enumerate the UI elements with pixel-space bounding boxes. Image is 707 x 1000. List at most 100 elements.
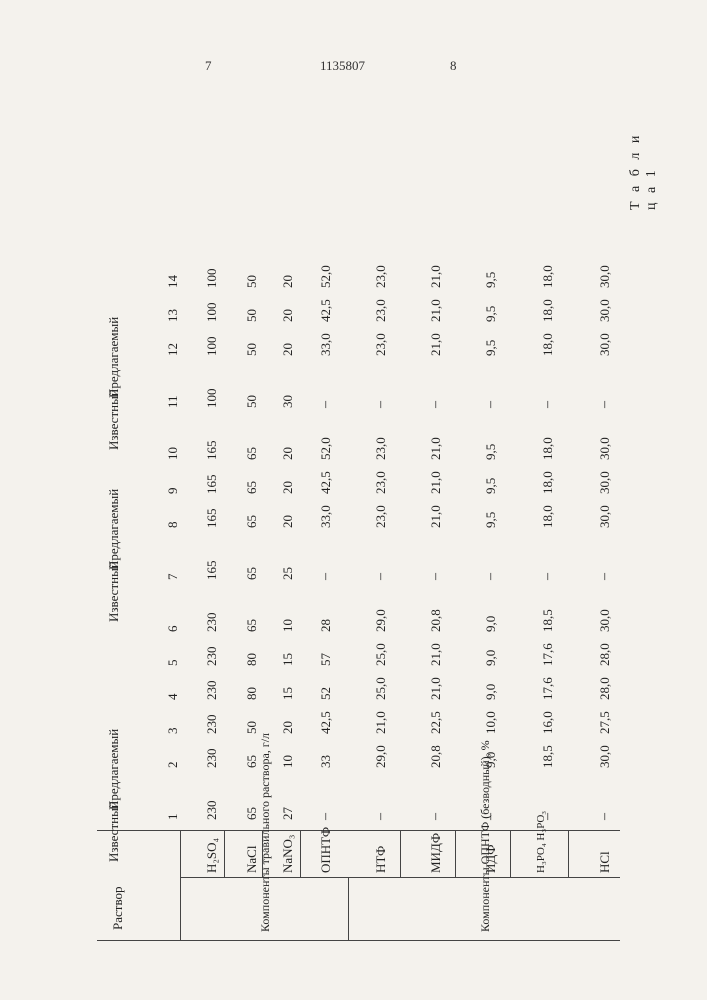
row-9-nano3: 20: [280, 481, 296, 494]
row-8-nano3: 20: [280, 515, 296, 528]
row-7-idf: –: [483, 573, 499, 580]
section-11: Предлагаемый: [106, 317, 122, 398]
row-12-n: 12: [165, 343, 181, 356]
row-8-ntf: 23,0: [373, 505, 389, 528]
row-6-n: 6: [165, 626, 181, 633]
row-7-nacl: 65: [244, 567, 260, 580]
rule-sub-g1-2: [300, 830, 301, 877]
row-2-nano3: 10: [280, 755, 296, 768]
row-13-h2so4: 100: [204, 303, 220, 323]
row-9-nacl: 65: [244, 481, 260, 494]
row-1-hcl: –: [597, 813, 613, 820]
row-5-h3po4: 17,6: [540, 643, 556, 666]
row-6-nacl: 65: [244, 619, 260, 632]
row-12-midf: 21,0: [428, 333, 444, 356]
row-13-ntf: 23,0: [373, 299, 389, 322]
row-7-midf: –: [428, 573, 444, 580]
page-number-right: 8: [450, 58, 457, 74]
document-number: 1135807: [320, 58, 365, 74]
row-11-midf: –: [428, 401, 444, 408]
hdr-h2so4: H₂SO₄: [204, 838, 220, 873]
row-11-ntf: –: [373, 401, 389, 408]
row-1-idf: –: [483, 813, 499, 820]
row-1-midf: –: [428, 813, 444, 820]
row-3-n: 3: [165, 728, 181, 735]
row-9-n: 9: [165, 488, 181, 495]
hdr-group1: Компоненты травильного раствора, г/л: [258, 733, 273, 932]
row-1-ntf: –: [373, 813, 389, 820]
row-14-nano3: 20: [280, 275, 296, 288]
rule-col-midsplit: [348, 877, 349, 940]
row-14-hcl: 30,0: [597, 265, 613, 288]
section-6: Известный: [106, 561, 122, 622]
row-4-nacl: 80: [244, 687, 260, 700]
row-9-h2so4: 165: [204, 475, 220, 495]
row-2-h3po4: 18,5: [540, 745, 556, 768]
row-11-h2so4: 100: [204, 389, 220, 409]
row-2-n: 2: [165, 762, 181, 769]
row-8-n: 8: [165, 522, 181, 529]
row-5-midf: 21,0: [428, 643, 444, 666]
row-13-opntf: 42,5: [318, 299, 334, 322]
row-12-nano3: 20: [280, 343, 296, 356]
row-10-h3po4: 18,0: [540, 437, 556, 460]
page-number-left: 7: [205, 58, 212, 74]
row-3-idf: 10,0: [483, 711, 499, 734]
table-title: Т а б л и ц а 1: [628, 131, 660, 210]
row-1-h2so4: 230: [204, 801, 220, 821]
row-9-h3po4: 18,0: [540, 471, 556, 494]
rule-sub-g2-2: [510, 830, 511, 877]
row-6-midf: 20,8: [428, 609, 444, 632]
rule-sub-g2-0: [400, 830, 401, 877]
row-14-nacl: 50: [244, 275, 260, 288]
row-5-hcl: 28,0: [597, 643, 613, 666]
section-0: Известный: [106, 801, 122, 862]
row-5-opntf: 57: [318, 653, 334, 666]
row-13-nano3: 20: [280, 309, 296, 322]
row-10-idf: 9,5: [483, 444, 499, 460]
row-13-idf: 9,5: [483, 306, 499, 322]
row-7-nano3: 25: [280, 567, 296, 580]
row-2-midf: 20,8: [428, 745, 444, 768]
row-10-nacl: 65: [244, 447, 260, 460]
row-9-hcl: 30,0: [597, 471, 613, 494]
row-4-n: 4: [165, 694, 181, 701]
row-6-h2so4: 230: [204, 613, 220, 633]
row-8-hcl: 30,0: [597, 505, 613, 528]
rule-col-rastvor: [180, 830, 181, 940]
row-4-ntf: 25,0: [373, 677, 389, 700]
section-7: Предлагаемый: [106, 489, 122, 570]
row-13-h3po4: 18,0: [540, 299, 556, 322]
section-1: Предлагаемый: [106, 729, 122, 810]
row-5-nano3: 15: [280, 653, 296, 666]
row-8-h2so4: 165: [204, 509, 220, 529]
row-3-midf: 22,5: [428, 711, 444, 734]
row-11-n: 11: [165, 395, 181, 408]
row-2-hcl: 30,0: [597, 745, 613, 768]
rule-top: [97, 940, 620, 941]
row-4-hcl: 28,0: [597, 677, 613, 700]
row-7-h3po4: –: [540, 573, 556, 580]
hdr-group2: Компоненты ОПНТФ (безводный), %: [478, 740, 493, 932]
hdr-h3po4: H₃PO₄ H₃PO₃: [536, 811, 547, 873]
row-14-idf: 9,5: [483, 272, 499, 288]
row-9-midf: 21,0: [428, 471, 444, 494]
row-14-ntf: 23,0: [373, 265, 389, 288]
row-10-hcl: 30,0: [597, 437, 613, 460]
hdr-nacl: NaCl: [244, 846, 260, 873]
row-3-nacl: 50: [244, 721, 260, 734]
row-3-ntf: 21,0: [373, 711, 389, 734]
row-4-nano3: 15: [280, 687, 296, 700]
row-3-h2so4: 230: [204, 715, 220, 735]
row-2-opntf: 33: [318, 755, 334, 768]
row-5-nacl: 80: [244, 653, 260, 666]
row-5-ntf: 25,0: [373, 643, 389, 666]
row-12-h2so4: 100: [204, 337, 220, 357]
row-13-n: 13: [165, 309, 181, 322]
row-4-midf: 21,0: [428, 677, 444, 700]
row-14-h3po4: 18,0: [540, 265, 556, 288]
row-9-ntf: 23,0: [373, 471, 389, 494]
hdr-idf: ИДФ: [483, 844, 499, 873]
row-7-n: 7: [165, 574, 181, 581]
row-4-opntf: 52: [318, 687, 334, 700]
